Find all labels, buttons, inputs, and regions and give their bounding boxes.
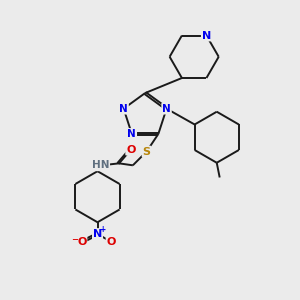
Text: +: + bbox=[99, 225, 106, 234]
Text: HN: HN bbox=[92, 160, 109, 170]
Text: N: N bbox=[128, 129, 136, 139]
Text: N: N bbox=[93, 229, 102, 239]
Text: −: − bbox=[71, 236, 78, 244]
Text: O: O bbox=[77, 237, 86, 247]
Text: N: N bbox=[202, 31, 211, 40]
Text: O: O bbox=[106, 237, 116, 247]
Text: S: S bbox=[142, 147, 151, 157]
Text: N: N bbox=[119, 104, 128, 114]
Text: O: O bbox=[126, 145, 136, 154]
Text: N: N bbox=[162, 104, 171, 114]
